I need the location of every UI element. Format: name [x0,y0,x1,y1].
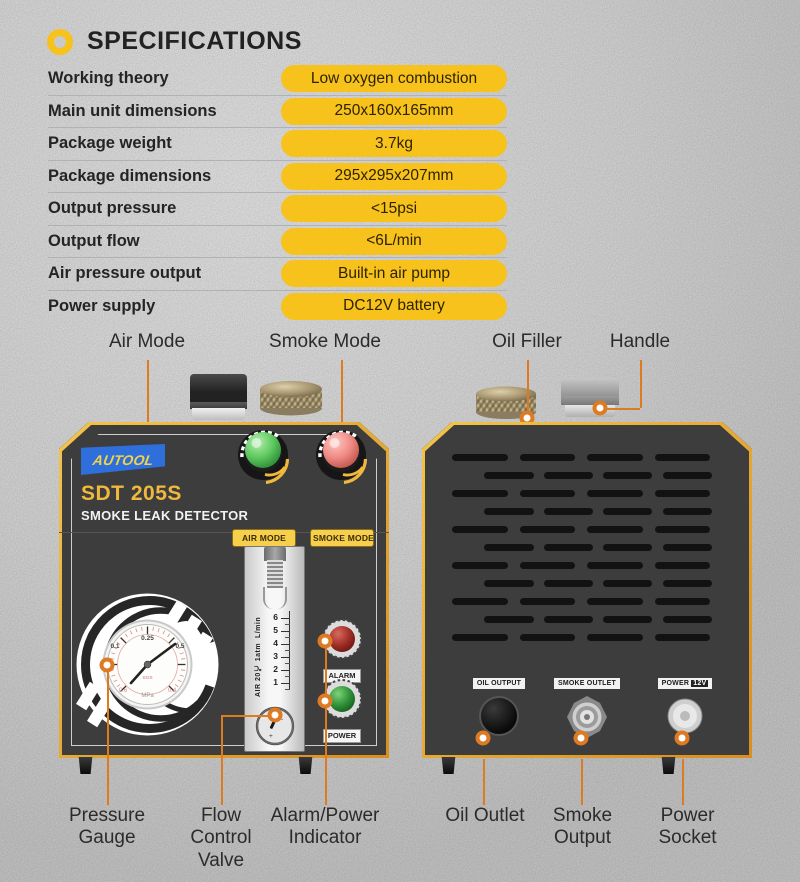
svg-text:+: + [269,733,273,740]
svg-text:MPa: MPa [141,693,154,699]
svg-text:0.6: 0.6 [119,688,128,694]
svg-text:0.1: 0.1 [110,643,119,650]
svg-text:0.25: 0.25 [141,635,154,642]
svg-text:SGS: SGS [142,675,152,681]
svg-text:0.5: 0.5 [175,643,184,650]
svg-text:0.4: 0.4 [168,688,177,694]
